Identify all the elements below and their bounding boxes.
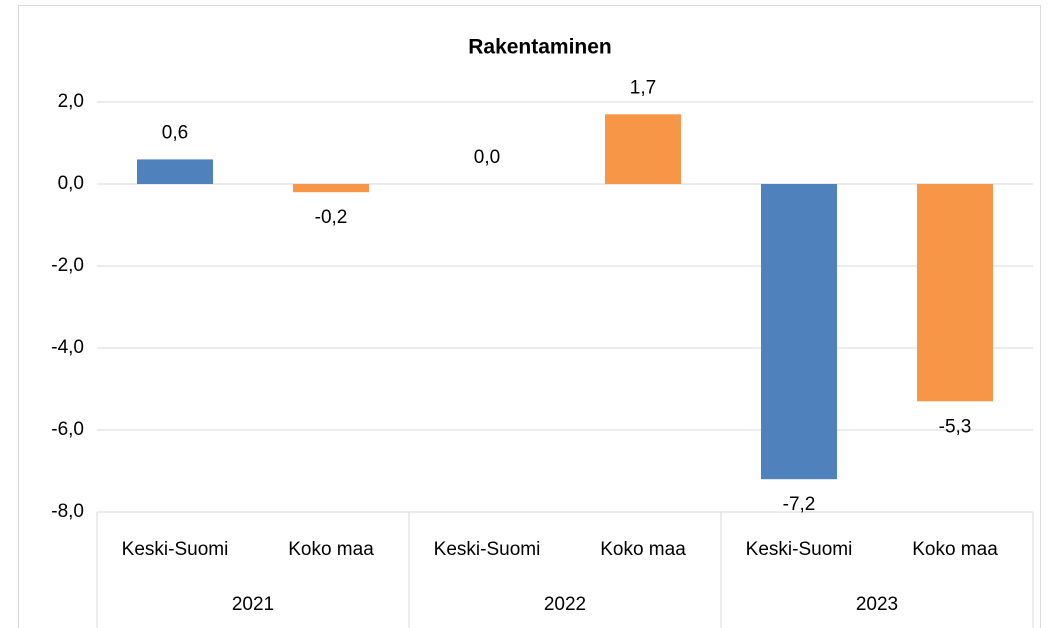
x-group-label: 2023: [856, 594, 898, 615]
bar: [761, 184, 837, 480]
chart-frame: [18, 5, 1041, 628]
y-tick-label: 2,0: [58, 91, 84, 112]
chart-title: Rakentaminen: [468, 36, 612, 59]
data-label: 0,6: [162, 122, 188, 143]
x-tick-label: Koko maa: [912, 539, 998, 560]
x-tick-label: Koko maa: [600, 539, 686, 560]
x-tick-label: Koko maa: [288, 539, 374, 560]
bar: [917, 184, 993, 402]
y-tick-label: -4,0: [51, 337, 84, 358]
y-tick-label: -8,0: [51, 501, 84, 522]
x-group-label: 2022: [544, 594, 586, 615]
bar: [605, 114, 681, 184]
data-label: 1,7: [630, 77, 656, 98]
x-group-label: 2021: [232, 594, 274, 615]
y-tick-label: -6,0: [51, 419, 84, 440]
data-label: -0,2: [315, 207, 348, 228]
data-label: 0,0: [474, 147, 500, 168]
x-tick-label: Keski-Suomi: [122, 539, 229, 560]
bar: [137, 159, 213, 184]
y-tick-label: -2,0: [51, 255, 84, 276]
bar: [293, 184, 369, 193]
y-tick-label: 0,0: [58, 173, 84, 194]
x-tick-label: Keski-Suomi: [434, 539, 541, 560]
data-label: -7,2: [783, 494, 816, 515]
x-tick-label: Keski-Suomi: [746, 539, 853, 560]
data-label: -5,3: [939, 416, 972, 437]
